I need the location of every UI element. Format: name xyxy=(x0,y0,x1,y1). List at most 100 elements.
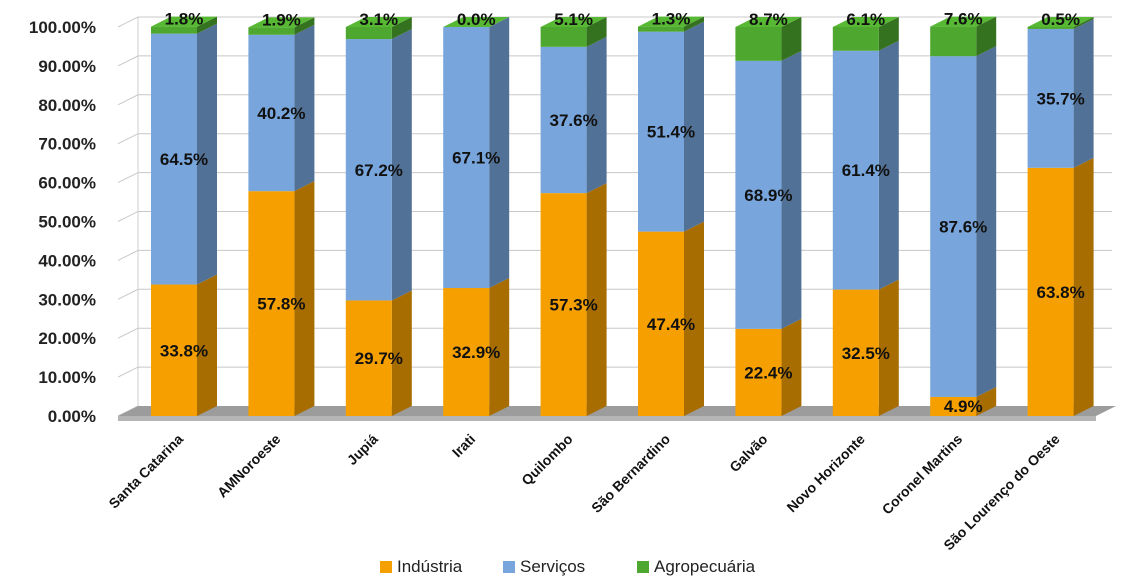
bar-servios-side xyxy=(391,29,412,301)
data-labels-layer: 33.8% 64.5% 1.8% 57.8% 40.2% 1.9% 29.7% 67.2% 3.… xyxy=(160,10,1085,416)
bar-top xyxy=(735,17,802,27)
data-label: 63.8% xyxy=(1036,283,1084,302)
bar-servios-front xyxy=(1027,28,1074,168)
bar-stack xyxy=(638,16,704,416)
bar-servios-side xyxy=(878,40,899,290)
bar-top xyxy=(540,17,607,27)
x-tick-label: Irati xyxy=(449,431,478,460)
bar-indstria-side xyxy=(1073,157,1094,416)
bar-indstria-front xyxy=(248,191,295,416)
bar-indstria-front xyxy=(735,328,782,416)
bar-indstria-side xyxy=(391,290,412,416)
data-label: 61.4% xyxy=(842,161,890,180)
bar-agropecuria-side xyxy=(878,17,899,51)
bar-top xyxy=(638,16,704,27)
bar-indstria-front xyxy=(638,231,684,416)
bar-top xyxy=(930,16,997,27)
bar-agropecuria-side xyxy=(197,16,217,34)
x-tick-label: Coronel Martins xyxy=(879,431,966,518)
data-label: 1.3% xyxy=(652,10,691,29)
bar-indstria-front xyxy=(151,284,197,416)
bar-agropecuria-side xyxy=(781,17,802,61)
bar-servios-front xyxy=(151,33,197,285)
bar-stack xyxy=(832,17,899,416)
legend-label: Agropecuária xyxy=(654,557,756,576)
bar-agropecuria-front xyxy=(345,27,392,40)
data-label: 40.2% xyxy=(257,104,305,123)
data-label: 47.4% xyxy=(647,315,695,334)
data-label: 67.1% xyxy=(452,149,500,168)
bar-servios-side xyxy=(1073,18,1094,168)
bar-top xyxy=(248,17,315,28)
y-tick-label: 50.00% xyxy=(38,213,96,232)
bar-servios-front xyxy=(248,34,295,192)
bar-stack xyxy=(735,17,802,416)
data-label: 1.8% xyxy=(165,10,204,29)
data-label: 29.7% xyxy=(355,349,403,368)
bar-indstria-side xyxy=(781,318,802,416)
y-tick-label: 0.00% xyxy=(48,407,96,426)
bar-agropecuria-front xyxy=(930,26,977,57)
bar-indstria-front xyxy=(540,193,587,416)
bar-servios-front xyxy=(735,60,782,329)
bar-top xyxy=(832,17,899,27)
bar-indstria-side xyxy=(489,278,510,416)
bar-servios-side xyxy=(781,50,802,329)
data-label: 51.4% xyxy=(647,123,695,142)
bar-agropecuria-side xyxy=(976,16,997,57)
data-label: 37.6% xyxy=(549,111,597,130)
bar-indstria-side xyxy=(586,183,607,416)
data-label: 0.5% xyxy=(1041,10,1080,29)
x-tick-label: Jupiá xyxy=(344,431,381,468)
bar-stack xyxy=(540,17,607,416)
data-label: 6.1% xyxy=(846,10,885,29)
data-label: 1.9% xyxy=(262,10,301,29)
y-tick-label: 90.00% xyxy=(38,57,96,76)
data-label: 4.9% xyxy=(944,397,983,416)
data-label: 8.7% xyxy=(749,10,788,29)
bar-agropecuria-front xyxy=(151,26,197,34)
legend-swatch xyxy=(380,561,392,573)
y-tick-label: 100.00% xyxy=(29,18,96,37)
bar-servios-front xyxy=(345,39,392,301)
data-label: 22.4% xyxy=(744,363,792,382)
bar-top xyxy=(443,17,510,27)
x-tick-label: Santa Catarina xyxy=(105,431,186,512)
bar-agropecuria-front xyxy=(638,26,684,32)
bar-indstria-front xyxy=(1027,167,1074,416)
data-label: 67.2% xyxy=(355,161,403,180)
legend: Indústria Serviços Agropecuária xyxy=(380,557,756,576)
x-tick-label: Novo Horizonte xyxy=(783,431,868,516)
x-tick-label: AMNoroeste xyxy=(214,431,284,501)
data-label: 35.7% xyxy=(1036,89,1084,108)
floor-front xyxy=(118,416,1096,421)
x-axis: Santa Catarina AMNoroeste Jupiá Irati Quilom… xyxy=(105,431,1062,554)
bar-agropecuria-front xyxy=(832,27,879,51)
data-label: 57.3% xyxy=(549,296,597,315)
y-tick-label: 10.00% xyxy=(38,368,96,387)
bar-top xyxy=(1027,17,1094,27)
bar-stack xyxy=(151,16,217,416)
bar-stack xyxy=(1027,17,1094,416)
data-label: 68.9% xyxy=(744,186,792,205)
bar-stack xyxy=(930,16,997,416)
legend-swatch xyxy=(637,561,649,573)
bar-agropecuria-front xyxy=(248,27,295,35)
bar-indstria-front xyxy=(832,289,879,416)
bar-indstria-side xyxy=(976,386,997,416)
y-axis: 0.00% 10.00% 20.00% 30.00% 40.00% 50.00% 60.00… xyxy=(29,18,96,426)
bar-servios-front xyxy=(443,27,490,289)
x-tick-label: São Lourenço do Oeste xyxy=(940,431,1063,554)
legend-label: Serviços xyxy=(520,557,585,576)
bar-agropecuria-side xyxy=(391,17,412,40)
legend-label: Indústria xyxy=(397,557,463,576)
bar-agropecuria-side xyxy=(1073,17,1094,29)
data-label: 0.0% xyxy=(457,10,496,29)
data-label: 5.1% xyxy=(554,10,593,29)
y-tick-label: 60.00% xyxy=(38,174,96,193)
bar-agropecuria-front xyxy=(735,27,782,61)
bar-servios-side xyxy=(976,46,997,397)
bar-servios-front xyxy=(832,50,879,290)
x-tick-label: São Bernardino xyxy=(588,431,673,516)
